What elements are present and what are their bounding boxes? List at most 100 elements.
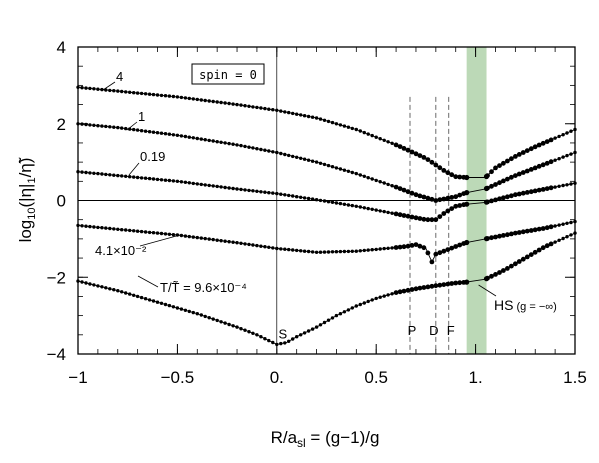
dashed-label-P: P bbox=[408, 323, 417, 338]
series-point-2 bbox=[330, 200, 335, 204]
series-point-4 bbox=[505, 266, 510, 271]
series-point-3 bbox=[259, 244, 263, 248]
series-point-3 bbox=[483, 236, 490, 242]
series-point-1 bbox=[243, 144, 247, 149]
series-point-4 bbox=[203, 314, 207, 319]
series-point-4 bbox=[334, 313, 339, 318]
series-point-1 bbox=[524, 168, 530, 174]
series-point-3 bbox=[191, 235, 195, 239]
series-point-4 bbox=[171, 305, 176, 309]
series-point-3 bbox=[334, 250, 339, 254]
series-point-2 bbox=[553, 185, 557, 189]
series-point-4 bbox=[211, 317, 215, 321]
series-point-4 bbox=[80, 280, 84, 284]
series-point-0 bbox=[421, 155, 427, 160]
series-point-2 bbox=[509, 193, 514, 199]
series-point-3 bbox=[362, 248, 366, 253]
series-point-1 bbox=[540, 162, 546, 168]
series-point-2 bbox=[524, 190, 530, 195]
series-point-1 bbox=[334, 166, 339, 170]
series-point-4 bbox=[561, 236, 565, 241]
series-point-4 bbox=[108, 287, 112, 291]
series-point-3 bbox=[279, 247, 283, 251]
series-point-2 bbox=[557, 184, 561, 188]
series-point-3 bbox=[243, 242, 247, 246]
series-point-1 bbox=[231, 142, 235, 146]
series-point-3 bbox=[429, 259, 435, 265]
series-point-4 bbox=[532, 249, 538, 255]
series-point-0 bbox=[401, 146, 407, 151]
series-point-4 bbox=[350, 306, 354, 310]
series-point-4 bbox=[417, 285, 423, 291]
series-point-4 bbox=[326, 318, 331, 322]
x-tick-label: 0. bbox=[270, 368, 284, 387]
series-point-1 bbox=[155, 131, 160, 135]
series-point-2 bbox=[342, 202, 347, 206]
hs-leader bbox=[478, 284, 497, 297]
series-point-4 bbox=[569, 233, 573, 237]
series-point-3 bbox=[540, 226, 546, 231]
series-point-3 bbox=[524, 228, 530, 234]
series-point-1 bbox=[215, 140, 219, 144]
series-point-2 bbox=[413, 215, 419, 221]
series-point-2 bbox=[108, 173, 112, 177]
series-point-2 bbox=[227, 186, 231, 190]
series-point-2 bbox=[449, 206, 455, 212]
series-point-1 bbox=[425, 195, 431, 201]
series-point-1 bbox=[92, 123, 96, 128]
series-point-3 bbox=[489, 235, 494, 241]
series-point-0 bbox=[540, 140, 546, 146]
legend-text: spin = 0 bbox=[199, 68, 257, 82]
series-point-2 bbox=[163, 178, 168, 182]
series-point-3 bbox=[295, 248, 299, 253]
series-point-0 bbox=[310, 115, 315, 119]
series-point-0 bbox=[437, 165, 443, 171]
series-point-0 bbox=[271, 108, 275, 112]
series-point-1 bbox=[441, 196, 447, 202]
curve-label-leader-0 bbox=[102, 81, 116, 91]
series-point-0 bbox=[464, 174, 470, 181]
series-point-4 bbox=[239, 327, 243, 331]
y-tick-label: −4 bbox=[47, 345, 66, 364]
series-point-0 bbox=[243, 104, 247, 108]
series-point-4 bbox=[548, 241, 554, 247]
series-point-3 bbox=[421, 245, 427, 251]
series-point-2 bbox=[362, 206, 366, 210]
curve-label-leader-3 bbox=[139, 234, 181, 247]
series-point-1 bbox=[147, 130, 152, 134]
series-point-4 bbox=[536, 247, 542, 253]
series-point-1 bbox=[302, 157, 307, 161]
series-point-4 bbox=[132, 293, 136, 297]
series-point-4 bbox=[199, 313, 203, 317]
series-point-3 bbox=[108, 226, 112, 231]
series-point-1 bbox=[247, 145, 251, 149]
series-point-3 bbox=[116, 227, 120, 231]
series-point-2 bbox=[283, 193, 287, 197]
series-point-2 bbox=[326, 200, 331, 204]
series-point-2 bbox=[544, 186, 550, 192]
series-point-3 bbox=[163, 232, 168, 236]
series-point-3 bbox=[207, 237, 211, 241]
series-point-3 bbox=[96, 225, 100, 230]
series-point-2 bbox=[191, 181, 195, 186]
series-point-1 bbox=[291, 154, 295, 159]
curve-label-leader-2 bbox=[128, 162, 140, 176]
series-point-3 bbox=[120, 228, 124, 232]
series-point-1 bbox=[211, 139, 215, 143]
series-point-1 bbox=[520, 170, 526, 175]
series-point-0 bbox=[203, 98, 207, 103]
series-point-2 bbox=[334, 201, 339, 205]
series-point-4 bbox=[322, 320, 327, 325]
series-point-1 bbox=[338, 167, 343, 171]
series-point-0 bbox=[191, 97, 195, 101]
series-point-2 bbox=[417, 216, 423, 221]
series-point-0 bbox=[505, 158, 510, 164]
series-point-4 bbox=[390, 292, 394, 296]
series-point-0 bbox=[263, 106, 267, 111]
series-point-4 bbox=[370, 298, 374, 302]
series-point-4 bbox=[124, 291, 128, 295]
series-point-0 bbox=[366, 132, 370, 136]
series-point-0 bbox=[342, 124, 347, 128]
series-point-2 bbox=[255, 189, 259, 193]
series-point-4 bbox=[167, 303, 172, 308]
